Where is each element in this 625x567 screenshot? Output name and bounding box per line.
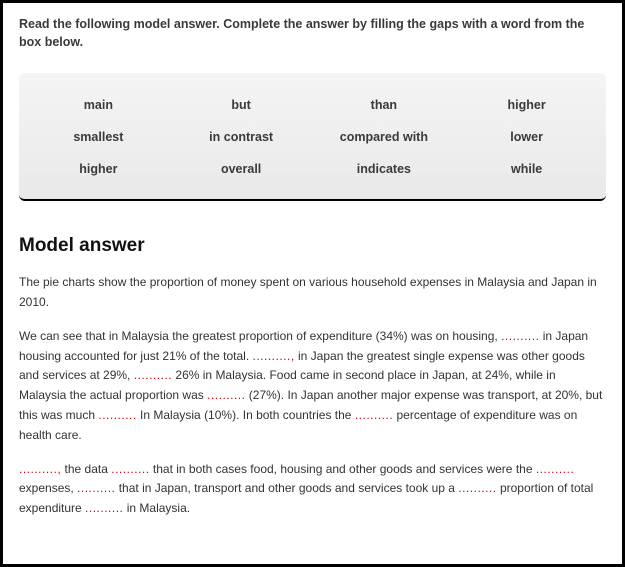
word-row: main but than higher — [27, 89, 598, 121]
paragraph-3: .........., the data .......... that in … — [19, 460, 606, 519]
instructions-text: Read the following model answer. Complet… — [19, 15, 606, 51]
word-cell: than — [313, 89, 456, 121]
gap-blank[interactable]: .......... — [501, 329, 539, 343]
text-run: that in both cases food, housing and oth… — [150, 462, 536, 476]
gap-blank[interactable]: .......... — [77, 481, 115, 495]
word-cell: lower — [455, 121, 598, 153]
word-cell: compared with — [313, 121, 456, 153]
word-cell: higher — [455, 89, 598, 121]
word-cell: main — [27, 89, 170, 121]
gap-blank[interactable]: .......... — [536, 462, 574, 476]
word-cell: higher — [27, 153, 170, 185]
word-cell: smallest — [27, 121, 170, 153]
text-run: We can see that in Malaysia the greatest… — [19, 329, 501, 343]
text-run: In Malaysia (10%). In both countries the — [137, 408, 355, 422]
gap-blank[interactable]: .........., — [252, 349, 294, 363]
gap-blank[interactable]: .......... — [355, 408, 393, 422]
text-run: in Malaysia. — [123, 501, 190, 515]
word-row: smallest in contrast compared with lower — [27, 121, 598, 153]
word-cell: indicates — [313, 153, 456, 185]
word-cell: in contrast — [170, 121, 313, 153]
gap-blank[interactable]: .......... — [98, 408, 136, 422]
exercise-page: Read the following model answer. Complet… — [0, 0, 625, 567]
gap-blank[interactable]: .......... — [458, 481, 496, 495]
word-cell: but — [170, 89, 313, 121]
gap-blank[interactable]: .......... — [85, 501, 123, 515]
gap-blank[interactable]: .........., — [19, 462, 61, 476]
gap-blank[interactable]: .......... — [207, 388, 245, 402]
paragraph-2: We can see that in Malaysia the greatest… — [19, 327, 606, 446]
word-row: higher overall indicates while — [27, 153, 598, 185]
word-cell: overall — [170, 153, 313, 185]
text-run: that in Japan, transport and other goods… — [115, 481, 458, 495]
model-answer-heading: Model answer — [19, 235, 606, 257]
gap-blank[interactable]: .......... — [134, 368, 172, 382]
text-run: the data — [61, 462, 111, 476]
word-bank-table: main but than higher smallest in contras… — [27, 89, 598, 185]
gap-blank[interactable]: .......... — [111, 462, 149, 476]
word-bank: main but than higher smallest in contras… — [19, 73, 606, 201]
text-run: expenses, — [19, 481, 77, 495]
paragraph-1: The pie charts show the proportion of mo… — [19, 273, 606, 313]
word-cell: while — [455, 153, 598, 185]
